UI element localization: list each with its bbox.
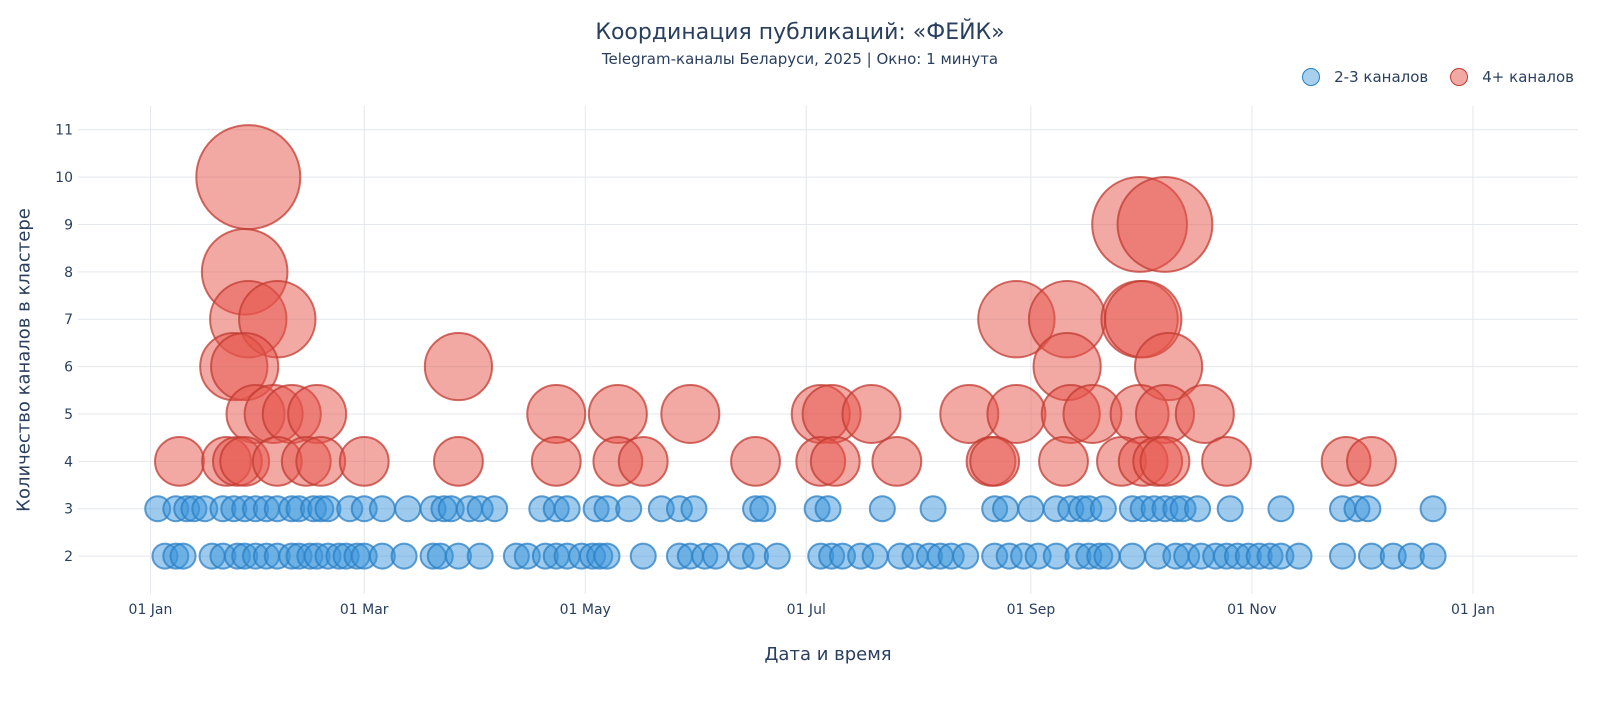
point-small-cluster[interactable]	[952, 542, 980, 570]
legend-swatch-small	[1302, 68, 1321, 86]
legend-label-large: 4+ каналов	[1482, 68, 1574, 86]
point-large-cluster[interactable]	[1038, 435, 1089, 487]
legend-swatch-large	[1450, 68, 1469, 86]
y-tick-label: 2	[64, 549, 73, 565]
point-large-cluster[interactable]	[969, 435, 1021, 487]
y-tick-label: 4	[64, 454, 73, 470]
point-large-cluster[interactable]	[871, 435, 923, 487]
point-large-cluster[interactable]	[287, 383, 348, 444]
point-small-cluster[interactable]	[1419, 542, 1447, 570]
x-tick-label: 01 Nov	[1227, 602, 1277, 618]
point-large-cluster[interactable]	[809, 435, 861, 487]
point-large-cluster[interactable]	[433, 435, 484, 487]
x-tick-label: 01 Jan	[1451, 602, 1495, 618]
point-small-cluster[interactable]	[368, 495, 396, 523]
chart-title: Координация публикаций: «ФЕЙК»	[595, 20, 1005, 45]
x-tick-label: 01 Jul	[787, 602, 826, 618]
point-large-cluster[interactable]	[423, 331, 494, 402]
legend-item-large[interactable]: 4+ каналов	[1450, 68, 1574, 86]
point-small-cluster[interactable]	[615, 495, 643, 523]
legend-item-small[interactable]: 2-3 каналов	[1302, 68, 1428, 86]
y-tick-label: 5	[64, 407, 73, 423]
x-tick-label: 01 Jan	[129, 602, 173, 618]
y-tick-label: 10	[55, 170, 73, 186]
x-tick-label: 01 Mar	[340, 602, 389, 618]
point-small-cluster[interactable]	[629, 542, 657, 570]
point-small-cluster[interactable]	[466, 542, 494, 570]
point-large-cluster[interactable]	[841, 383, 902, 444]
point-small-cluster[interactable]	[749, 495, 777, 523]
point-small-cluster[interactable]	[390, 542, 418, 570]
point-large-cluster[interactable]	[295, 435, 347, 487]
y-axis-label: Количество каналов в кластере	[13, 208, 35, 512]
y-tick-label: 8	[64, 265, 73, 281]
chart-subtitle: Telegram-каналы Беларуси, 2025 | Окно: 1…	[601, 50, 999, 68]
point-small-cluster[interactable]	[481, 495, 509, 523]
point-large-cluster[interactable]	[986, 383, 1047, 444]
point-small-cluster[interactable]	[394, 495, 422, 523]
point-large-cluster[interactable]	[1346, 435, 1397, 487]
point-large-cluster[interactable]	[587, 383, 648, 444]
point-large-cluster[interactable]	[1201, 435, 1252, 487]
x-tick-label: 01 May	[560, 602, 611, 618]
point-large-cluster[interactable]	[195, 124, 302, 231]
point-small-cluster[interactable]	[814, 495, 842, 523]
point-small-cluster[interactable]	[763, 542, 791, 570]
point-large-cluster[interactable]	[730, 435, 781, 487]
point-small-cluster[interactable]	[992, 495, 1020, 523]
point-large-cluster[interactable]	[1116, 176, 1214, 273]
y-tick-label: 9	[64, 217, 73, 233]
point-small-cluster[interactable]	[702, 542, 730, 570]
point-large-cluster[interactable]	[526, 383, 587, 444]
point-large-cluster[interactable]	[660, 383, 721, 444]
y-tick-label: 11	[55, 123, 73, 139]
axis-ticks: 2 3 4 5 6 7 8 9 10 11 01 Jan 01 Mar 01 May 01 Jul 01 S…	[55, 123, 1495, 618]
point-large-cluster[interactable]	[617, 435, 669, 487]
point-large-cluster[interactable]	[1174, 383, 1235, 444]
point-small-cluster[interactable]	[1184, 495, 1212, 523]
point-small-cluster[interactable]	[1267, 495, 1295, 523]
point-large-cluster[interactable]	[1139, 435, 1191, 487]
point-small-cluster[interactable]	[1089, 495, 1117, 523]
point-small-cluster[interactable]	[553, 495, 581, 523]
point-small-cluster[interactable]	[868, 495, 896, 523]
legend: 2-3 каналов 4+ каналов	[1280, 68, 1574, 86]
data-points	[144, 124, 1447, 570]
point-small-cluster[interactable]	[1216, 495, 1244, 523]
point-large-cluster[interactable]	[530, 435, 582, 487]
point-large-cluster[interactable]	[338, 435, 390, 487]
y-tick-label: 6	[64, 360, 73, 376]
point-small-cluster[interactable]	[169, 542, 197, 570]
point-small-cluster[interactable]	[1354, 495, 1382, 523]
point-small-cluster[interactable]	[1093, 542, 1121, 570]
point-small-cluster[interactable]	[1328, 542, 1356, 570]
y-tick-label: 7	[64, 312, 73, 328]
point-small-cluster[interactable]	[1285, 542, 1313, 570]
point-small-cluster[interactable]	[593, 542, 621, 570]
point-small-cluster[interactable]	[1118, 542, 1146, 570]
point-small-cluster[interactable]	[1419, 495, 1447, 523]
y-tick-label: 3	[64, 502, 73, 518]
point-large-cluster[interactable]	[154, 435, 205, 487]
x-axis-label: Дата и время	[764, 644, 892, 665]
x-tick-label: 01 Sep	[1007, 602, 1056, 618]
point-small-cluster[interactable]	[861, 542, 889, 570]
legend-label-small: 2-3 каналов	[1334, 68, 1429, 86]
point-small-cluster[interactable]	[919, 495, 947, 523]
point-small-cluster[interactable]	[1017, 495, 1045, 523]
point-small-cluster[interactable]	[680, 495, 708, 523]
